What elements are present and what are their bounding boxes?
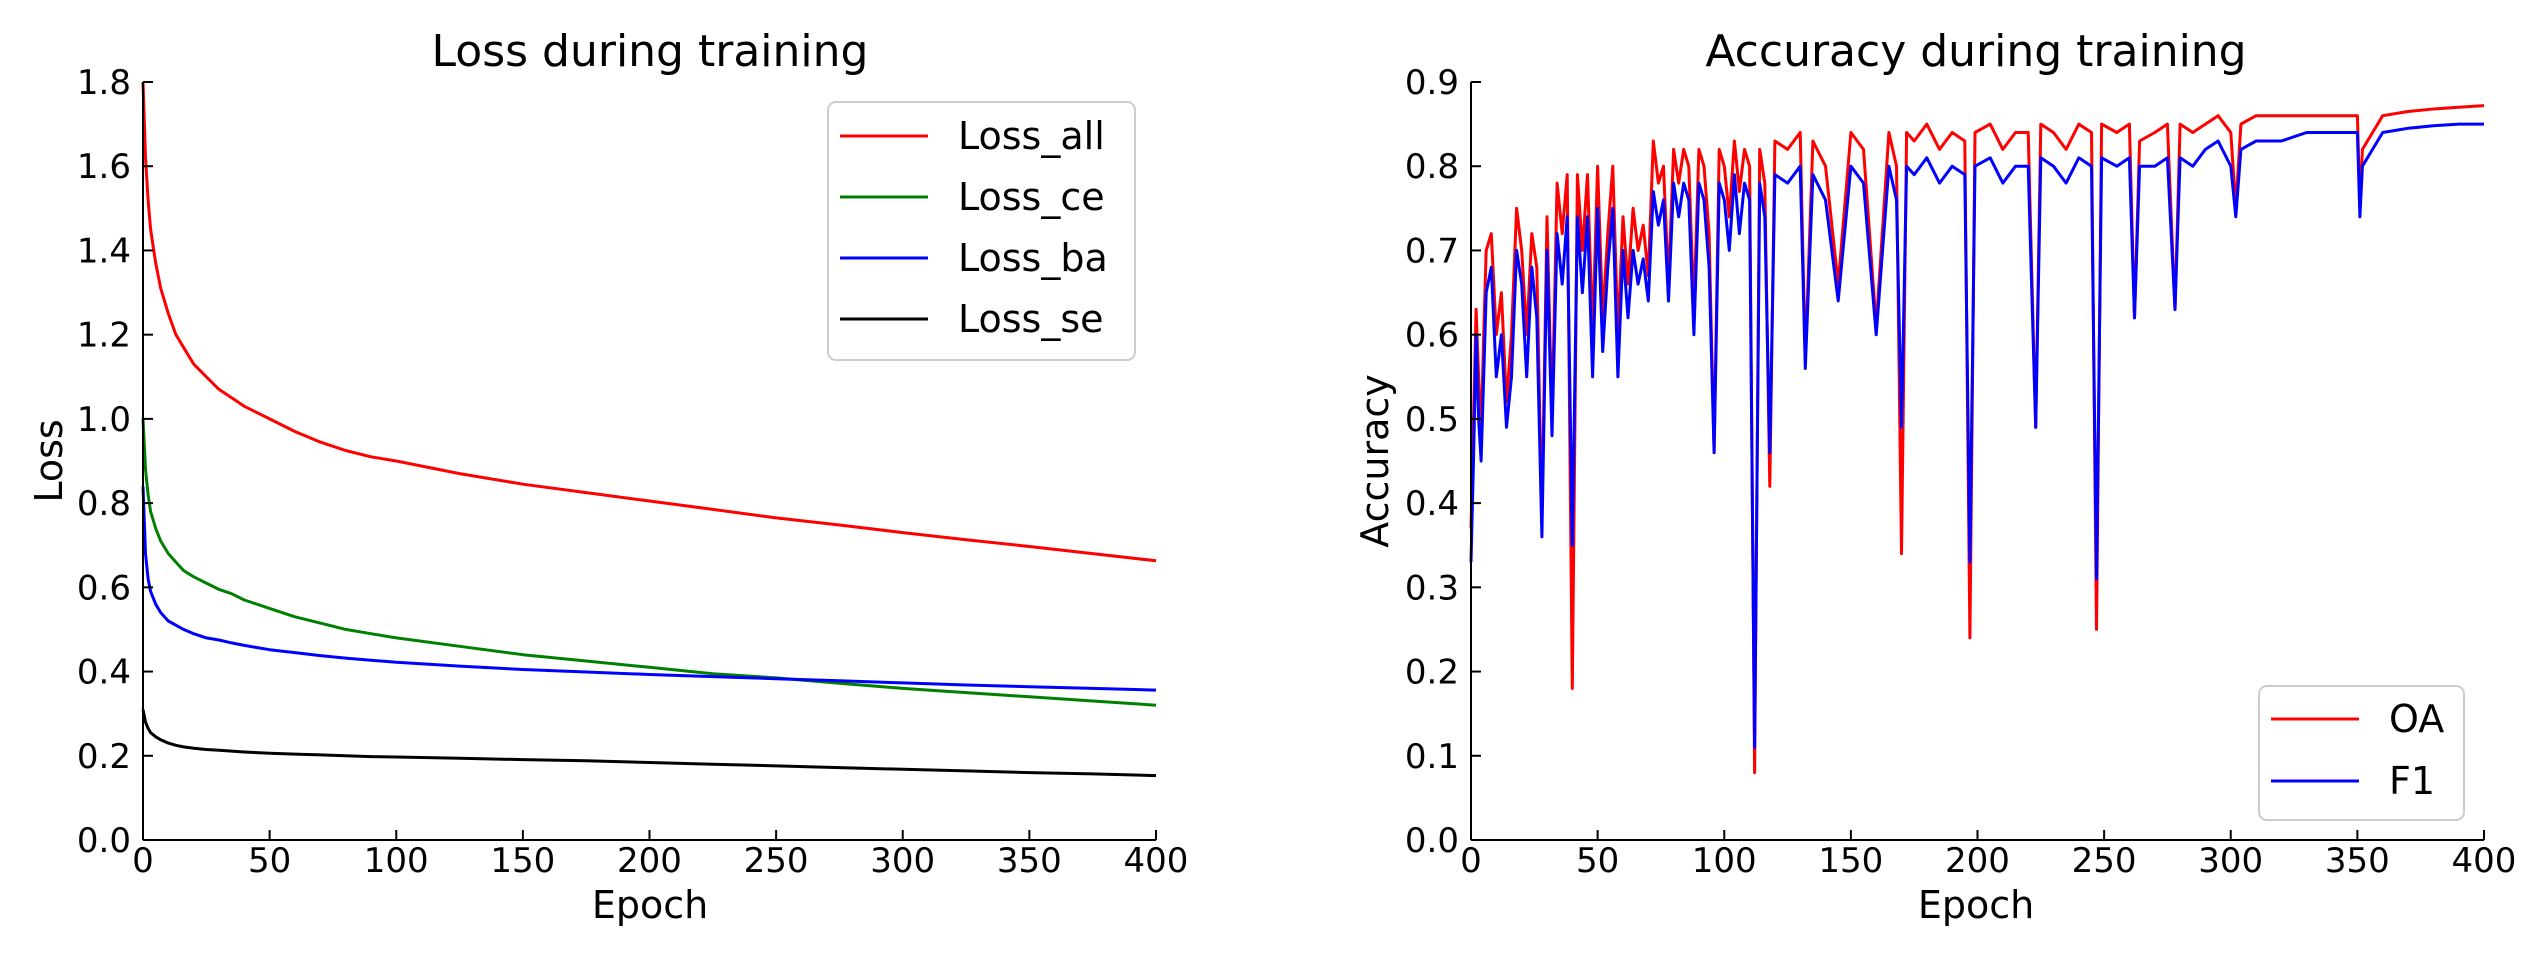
accuracy-x-tick-label: 200 xyxy=(1945,841,2010,881)
loss-series-loss-se xyxy=(141,709,1157,778)
legend-label-loss-ba: Loss_ba xyxy=(958,236,1108,280)
accuracy-x-ticks: 0 50 100 150 200 250 300 350 400 xyxy=(1460,830,2516,881)
legend-label-loss-all: Loss_all xyxy=(958,114,1105,158)
loss-x-tick-label: 100 xyxy=(364,841,429,881)
loss-series-loss-ce xyxy=(141,418,1157,707)
accuracy-x-tick-label: 0 xyxy=(1460,841,1482,881)
accuracy-series-layer xyxy=(1469,104,2485,775)
loss-chart: Loss during training 0 50 100 150 200 250 300 3… xyxy=(27,26,1188,927)
accuracy-y-tick-label: 0.7 xyxy=(1405,231,1459,271)
accuracy-series-f1 xyxy=(1469,122,2484,749)
loss-series-layer xyxy=(141,81,1157,778)
loss-x-tick-label: 300 xyxy=(870,841,935,881)
accuracy-y-tick-label: 0.8 xyxy=(1405,147,1459,187)
accuracy-x-tick-label: 400 xyxy=(2452,841,2517,881)
loss-y-tick-label: 0.6 xyxy=(77,568,131,608)
legend-label-oa: OA xyxy=(2389,697,2444,741)
loss-series-loss-all xyxy=(141,81,1157,563)
loss-y-tick-label: 0.8 xyxy=(77,484,131,524)
loss-y-tick-label: 1.6 xyxy=(77,147,131,187)
accuracy-y-tick-label: 0.0 xyxy=(1405,821,1459,861)
loss-x-tick-label: 50 xyxy=(248,841,291,881)
loss-x-tick-label: 0 xyxy=(132,841,154,881)
loss-x-tick-label: 200 xyxy=(617,841,682,881)
accuracy-series-oa xyxy=(1469,104,2485,775)
accuracy-y-axis-label: Accuracy xyxy=(1353,374,1397,548)
loss-x-tick-label: 150 xyxy=(490,841,555,881)
legend-label-f1: F1 xyxy=(2389,759,2435,803)
accuracy-x-axis-label: Epoch xyxy=(1918,883,2034,927)
accuracy-legend: OA F1 xyxy=(2258,685,2465,821)
accuracy-x-tick-label: 100 xyxy=(1692,841,1757,881)
accuracy-y-tick-label: 0.5 xyxy=(1405,400,1459,440)
loss-x-tick-label: 400 xyxy=(1124,841,1189,881)
loss-legend-box xyxy=(827,101,1136,361)
loss-y-tick-label: 0.4 xyxy=(77,653,131,693)
loss-y-axis-label: Loss xyxy=(27,419,71,502)
accuracy-y-tick-label: 0.6 xyxy=(1405,316,1459,356)
legend-label-loss-se: Loss_se xyxy=(958,297,1104,341)
accuracy-x-tick-label: 300 xyxy=(2198,841,2263,881)
accuracy-x-tick-label: 250 xyxy=(2072,841,2137,881)
accuracy-x-tick-label: 350 xyxy=(2325,841,2390,881)
loss-y-tick-label: 1.4 xyxy=(77,231,131,271)
accuracy-y-tick-label: 0.4 xyxy=(1405,484,1459,524)
accuracy-y-tick-label: 0.3 xyxy=(1405,568,1459,608)
accuracy-y-ticks: 0.0 0.1 0.2 0.3 0.4 0.5 0.6 0.7 0.8 0.9 xyxy=(1405,63,1481,861)
accuracy-y-tick-label: 0.1 xyxy=(1405,737,1459,777)
loss-y-tick-label: 0.2 xyxy=(77,737,131,777)
accuracy-chart: Accuracy during training 0 50 100 150 200 250… xyxy=(1353,26,2516,927)
accuracy-y-tick-label: 0.9 xyxy=(1405,63,1459,103)
loss-y-tick-label: 0.0 xyxy=(77,821,131,861)
loss-legend: Loss_all Loss_ce Loss_ba Loss_se xyxy=(827,101,1136,361)
loss-x-ticks: 0 50 100 150 200 250 300 350 400 xyxy=(132,830,1188,881)
loss-chart-title: Loss during training xyxy=(432,26,869,77)
loss-y-tick-label: 1.8 xyxy=(77,63,131,103)
loss-y-tick-label: 1.0 xyxy=(77,400,131,440)
loss-y-tick-label: 1.2 xyxy=(77,316,131,356)
legend-label-loss-ce: Loss_ce xyxy=(958,175,1105,219)
accuracy-x-tick-label: 50 xyxy=(1576,841,1619,881)
accuracy-y-tick-label: 0.2 xyxy=(1405,653,1459,693)
loss-x-axis-label: Epoch xyxy=(592,883,708,927)
loss-x-tick-label: 250 xyxy=(744,841,809,881)
loss-series-loss-ba xyxy=(141,486,1157,692)
loss-y-ticks: 0.0 0.2 0.4 0.6 0.8 1.0 1.2 1.4 1.6 1.8 xyxy=(77,63,153,861)
loss-x-tick-label: 350 xyxy=(997,841,1062,881)
accuracy-x-tick-label: 150 xyxy=(1818,841,1883,881)
accuracy-chart-title: Accuracy during training xyxy=(1705,26,2246,77)
